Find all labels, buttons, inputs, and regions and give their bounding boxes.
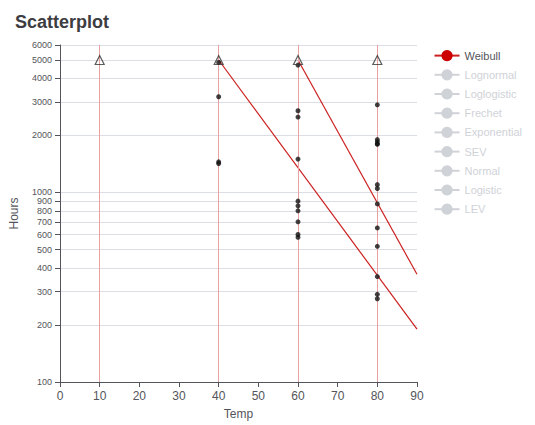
svg-text:Normal: Normal [465,165,500,177]
svg-text:Hours: Hours [7,197,21,229]
svg-text:Loglogistic: Loglogistic [465,88,517,100]
svg-text:6000: 6000 [32,40,52,50]
svg-text:400: 400 [37,263,52,273]
svg-text:Lognormal: Lognormal [465,69,517,81]
svg-text:900: 900 [37,196,52,206]
svg-text:100: 100 [37,377,52,387]
svg-text:500: 500 [37,245,52,255]
svg-text:300: 300 [37,287,52,297]
svg-text:20: 20 [133,389,147,403]
svg-text:LEV: LEV [465,203,486,215]
svg-text:Exponential: Exponential [465,126,522,138]
svg-text:Temp: Temp [224,407,254,421]
svg-text:Logistic: Logistic [465,184,503,196]
svg-text:700: 700 [37,217,52,227]
svg-text:40: 40 [212,389,226,403]
svg-text:Frechet: Frechet [465,107,502,119]
svg-text:50: 50 [252,389,266,403]
svg-text:1000: 1000 [32,187,52,197]
svg-text:60: 60 [291,389,305,403]
svg-text:Weibull: Weibull [465,50,501,62]
svg-text:200: 200 [37,320,52,330]
svg-text:30: 30 [172,389,186,403]
svg-text:5000: 5000 [32,55,52,65]
svg-text:70: 70 [331,389,345,403]
svg-text:Scatterplot: Scatterplot [15,12,109,32]
svg-text:4000: 4000 [32,73,52,83]
svg-text:10: 10 [93,389,107,403]
svg-text:600: 600 [37,230,52,240]
svg-text:2000: 2000 [32,130,52,140]
svg-text:90: 90 [410,389,424,403]
svg-text:0: 0 [57,389,64,403]
svg-text:3000: 3000 [32,97,52,107]
svg-text:SEV: SEV [465,146,488,158]
svg-text:80: 80 [371,389,385,403]
svg-text:800: 800 [37,206,52,216]
